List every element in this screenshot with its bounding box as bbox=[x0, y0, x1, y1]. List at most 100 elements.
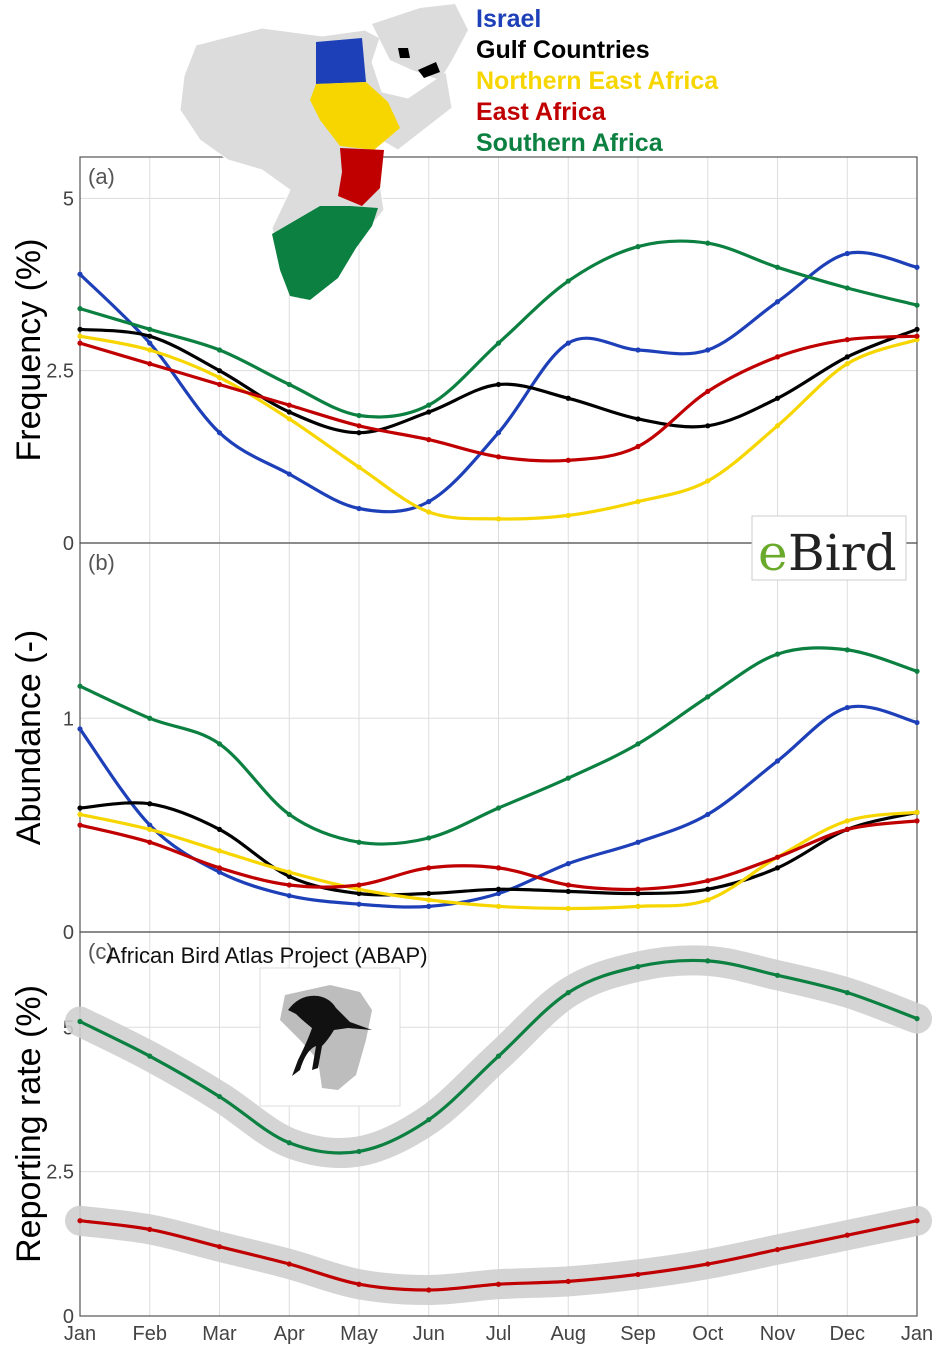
y-tick-label: 1 bbox=[63, 708, 74, 730]
legend-item-southern-africa: Southern Africa bbox=[476, 129, 664, 157]
data-point bbox=[77, 326, 83, 332]
data-point bbox=[216, 848, 223, 854]
data-point bbox=[705, 886, 711, 892]
data-point bbox=[216, 374, 223, 381]
data-point bbox=[495, 340, 502, 346]
data-point bbox=[356, 886, 362, 892]
abap-title: African Bird Atlas Project (ABAP) bbox=[106, 943, 428, 968]
data-point bbox=[635, 741, 641, 747]
data-point bbox=[495, 516, 502, 522]
data-point bbox=[774, 651, 781, 657]
data-point bbox=[705, 388, 711, 394]
east-africa-region bbox=[338, 148, 384, 206]
gulf-region bbox=[398, 48, 440, 78]
ebird-logo: e Bird bbox=[751, 515, 907, 582]
data-point bbox=[77, 271, 83, 277]
data-point bbox=[426, 437, 432, 443]
data-point bbox=[635, 886, 641, 892]
data-point bbox=[495, 890, 502, 897]
data-point bbox=[426, 402, 432, 408]
data-point bbox=[147, 1053, 153, 1059]
data-point bbox=[356, 1148, 362, 1155]
data-point bbox=[426, 865, 432, 871]
data-point bbox=[147, 340, 153, 346]
data-point bbox=[77, 333, 83, 339]
data-point bbox=[844, 361, 850, 367]
data-point bbox=[705, 694, 711, 700]
middle-east-shape bbox=[372, 4, 468, 80]
data-point bbox=[495, 454, 502, 460]
y-tick-label: 0 bbox=[63, 1306, 74, 1328]
data-point bbox=[914, 333, 920, 339]
data-point bbox=[147, 326, 153, 332]
data-point bbox=[356, 464, 362, 470]
legend-item-israel: Israel bbox=[476, 5, 541, 33]
y-axis-title: Reporting rate (%) bbox=[10, 985, 48, 1263]
data-point bbox=[565, 990, 571, 996]
data-point bbox=[705, 811, 711, 818]
data-point bbox=[286, 1261, 292, 1267]
x-tick-label: Nov bbox=[760, 1323, 796, 1345]
data-point bbox=[77, 726, 83, 732]
data-point bbox=[147, 801, 153, 807]
data-point bbox=[356, 423, 362, 429]
data-point bbox=[635, 839, 641, 845]
data-point bbox=[426, 835, 432, 841]
data-point bbox=[844, 826, 850, 833]
data-point bbox=[286, 409, 292, 415]
northern-east-africa-region bbox=[310, 82, 400, 150]
data-point bbox=[705, 1261, 711, 1267]
y-tick-label: 2.5 bbox=[46, 361, 74, 383]
data-point bbox=[147, 839, 153, 845]
data-point bbox=[147, 361, 153, 367]
legend-item-northern-east-africa: Northern East Africa bbox=[476, 67, 719, 95]
data-point bbox=[495, 903, 502, 909]
data-point bbox=[635, 964, 641, 970]
data-point bbox=[286, 873, 292, 880]
data-point bbox=[565, 775, 571, 781]
data-point bbox=[774, 395, 781, 401]
data-point bbox=[635, 890, 641, 897]
data-point bbox=[565, 861, 571, 867]
data-point bbox=[77, 822, 83, 828]
data-point bbox=[147, 1226, 153, 1232]
data-point bbox=[844, 337, 850, 343]
data-point bbox=[705, 240, 711, 246]
data-point bbox=[705, 878, 711, 884]
secretary-bird-icon bbox=[288, 995, 372, 1076]
panel-3: 02.55(c)Reporting rate (%) bbox=[10, 931, 932, 1328]
data-point bbox=[216, 368, 223, 374]
data-point bbox=[356, 505, 362, 512]
data-point bbox=[844, 285, 850, 291]
data-point bbox=[565, 512, 571, 519]
data-point bbox=[216, 741, 223, 747]
data-point bbox=[914, 719, 920, 726]
data-point bbox=[565, 888, 571, 894]
data-point bbox=[495, 381, 502, 388]
data-point bbox=[356, 901, 362, 907]
data-point bbox=[774, 264, 781, 270]
panel-tag: (c) bbox=[88, 939, 114, 964]
panel-frame bbox=[79, 931, 918, 1317]
data-point bbox=[286, 893, 292, 899]
data-point bbox=[426, 897, 432, 903]
data-point bbox=[774, 299, 781, 305]
data-point bbox=[495, 865, 502, 871]
data-point bbox=[77, 805, 83, 811]
southern-africa-region bbox=[272, 206, 378, 300]
data-point bbox=[216, 1093, 223, 1100]
x-tick-label: Sep bbox=[620, 1323, 656, 1345]
data-point bbox=[774, 354, 781, 360]
data-point bbox=[77, 1018, 83, 1025]
africa-map-inset bbox=[179, 4, 468, 301]
x-tick-label: Apr bbox=[274, 1323, 305, 1345]
chart-panels: 02.55(a)Frequency (%)01(b)Abundance (-)0… bbox=[10, 156, 932, 1328]
data-point bbox=[844, 1232, 850, 1238]
data-point bbox=[495, 430, 502, 436]
data-point bbox=[635, 499, 641, 505]
data-point bbox=[774, 865, 781, 871]
x-tick-label: May bbox=[340, 1323, 378, 1345]
x-tick-label: Aug bbox=[550, 1323, 586, 1345]
data-point bbox=[914, 302, 920, 308]
